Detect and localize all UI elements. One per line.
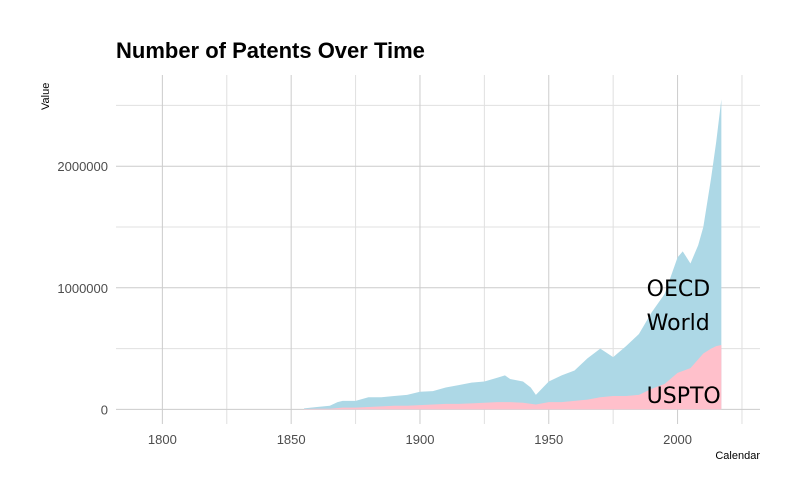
annotation-uspto: USPTO — [647, 384, 721, 409]
x-tick-label: 1850 — [277, 432, 306, 447]
minor-gridlines — [116, 75, 760, 424]
area-series — [304, 99, 722, 410]
y-tick-label: 1000000 — [57, 281, 108, 296]
y-axis-ticks: 0 1000000 2000000 — [57, 159, 108, 417]
x-tick-label: 1900 — [406, 432, 435, 447]
annotation-world: World — [647, 311, 710, 336]
area-oecd-world — [304, 99, 722, 410]
area-uspto — [304, 344, 722, 410]
x-tick-label: 2000 — [663, 432, 692, 447]
y-axis-title: Value — [40, 83, 52, 110]
x-tick-label: 1800 — [148, 432, 177, 447]
chart-title: Number of Patents Over Time — [116, 38, 425, 63]
x-axis-title: Calendar — [715, 450, 760, 462]
series-annotations: OECD World USPTO — [647, 277, 721, 409]
x-axis-ticks: 1800 1850 1900 1950 2000 — [148, 432, 692, 447]
y-tick-label: 2000000 — [57, 159, 108, 174]
annotation-oecd: OECD — [647, 277, 711, 302]
y-tick-label: 0 — [101, 402, 108, 417]
x-tick-label: 1950 — [534, 432, 563, 447]
